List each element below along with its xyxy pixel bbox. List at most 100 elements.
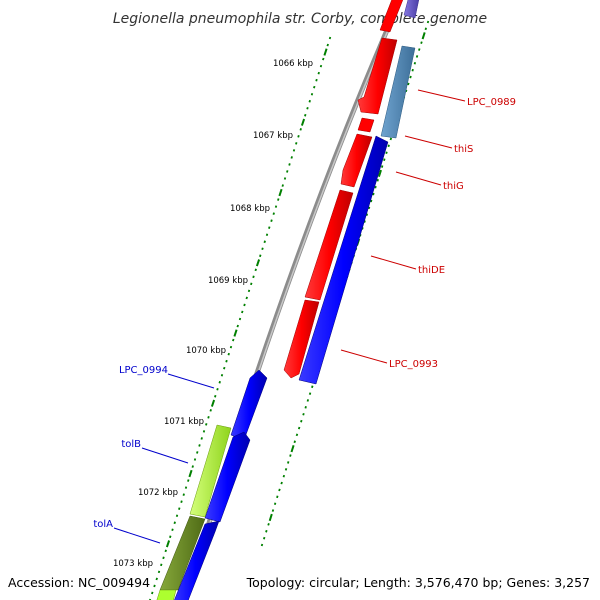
gene-thiG-red[interactable] — [340, 133, 373, 188]
gene-lpc-0989-red[interactable] — [357, 37, 398, 115]
minor-tick — [304, 113, 307, 117]
minor-tick — [276, 495, 279, 499]
major-tick — [188, 469, 193, 478]
minor-tick — [220, 373, 224, 377]
minor-tick — [209, 409, 212, 412]
minor-tick — [243, 303, 246, 307]
minor-tick — [389, 137, 393, 141]
minor-tick — [300, 419, 303, 423]
major-tick — [255, 259, 261, 267]
minor-tick — [218, 380, 221, 384]
minor-tick — [149, 598, 152, 600]
minor-tick — [319, 64, 323, 68]
gene-thiS[interactable] — [357, 117, 375, 133]
leader-line — [340, 349, 388, 364]
minor-tick — [367, 206, 371, 210]
leader-line — [113, 527, 161, 544]
gene-label-tolB[interactable]: tolB — [121, 439, 141, 450]
gene-label-lpc-0993[interactable]: LPC_0993 — [389, 359, 438, 370]
minor-tick — [297, 135, 300, 138]
major-tick — [210, 399, 216, 407]
minor-tick — [193, 458, 197, 461]
minor-tick — [281, 184, 284, 187]
gene-lpc-0993-red[interactable] — [283, 299, 320, 379]
minor-tick — [387, 144, 390, 148]
minor-tick — [376, 178, 379, 182]
minor-tick — [184, 486, 188, 489]
reverse-gene-labels: LPC_0994 tolB tolA — [93, 365, 215, 544]
major-tick — [165, 540, 171, 548]
minor-tick — [424, 27, 427, 31]
minor-tick — [162, 556, 165, 560]
minor-tick — [385, 151, 388, 155]
minor-tick — [164, 549, 167, 553]
minor-tick — [259, 254, 262, 258]
scale-label: 1069 kbp — [208, 276, 248, 286]
gene-thiDE-red[interactable] — [304, 189, 354, 301]
major-tick — [421, 32, 426, 40]
major-tick — [233, 329, 238, 337]
gene-tolB[interactable] — [189, 424, 232, 518]
minor-tick — [232, 338, 235, 342]
gene-thiG-thiDE-blue[interactable] — [298, 135, 389, 385]
minor-tick — [372, 192, 375, 196]
minor-tick — [278, 488, 281, 492]
minor-tick — [273, 502, 277, 506]
minor-tick — [289, 454, 292, 457]
gene-tolA-blue[interactable] — [172, 520, 220, 600]
gene-label-thiDE[interactable]: thiDE — [418, 265, 445, 276]
gene-lpc-0989[interactable] — [380, 45, 416, 139]
minor-tick — [252, 275, 255, 279]
minor-tick — [295, 142, 298, 145]
gene-label-thiS[interactable]: thiS — [454, 144, 473, 155]
minor-tick — [313, 85, 316, 89]
minor-tick — [198, 444, 201, 447]
minor-tick — [180, 500, 183, 503]
minor-tick — [365, 213, 369, 216]
minor-tick — [311, 385, 314, 389]
minor-tick — [299, 128, 302, 131]
minor-tick — [304, 406, 307, 409]
scale-label: 1072 kbp — [138, 488, 178, 498]
minor-tick — [267, 523, 270, 526]
minor-tick — [315, 78, 318, 82]
minor-tick — [286, 170, 289, 173]
gene-tolB-blue[interactable] — [204, 431, 251, 523]
minor-tick — [200, 437, 203, 440]
minor-tick — [374, 185, 377, 189]
minor-tick — [293, 440, 296, 444]
minor-tick — [153, 584, 156, 588]
minor-tick — [284, 468, 288, 471]
minor-tick — [229, 345, 233, 349]
minor-tick — [202, 430, 206, 433]
gene-feature-purple[interactable] — [403, 0, 420, 19]
minor-tick — [280, 481, 283, 485]
minor-tick — [411, 68, 414, 72]
gene-label-thiG[interactable]: thiG — [443, 181, 464, 192]
gene-lpc-0994[interactable] — [230, 369, 268, 441]
minor-tick — [328, 36, 332, 40]
minor-tick — [272, 212, 275, 215]
gene-tolA[interactable] — [159, 515, 206, 591]
minor-tick — [288, 163, 291, 166]
minor-tick — [223, 366, 226, 370]
gene-label-tolA[interactable]: tolA — [93, 519, 113, 530]
gene-label-lpc-0989[interactable]: LPC_0989 — [467, 97, 516, 108]
minor-tick — [260, 543, 264, 547]
minor-tick — [175, 514, 179, 517]
minor-tick — [413, 61, 417, 65]
leader-line — [370, 255, 417, 270]
minor-tick — [306, 399, 310, 402]
minor-tick — [418, 48, 421, 51]
minor-tick — [155, 577, 158, 581]
gene-feature-red-top[interactable] — [379, 0, 404, 33]
gene-feature-lime-bottom[interactable] — [155, 589, 177, 600]
minor-tick — [173, 521, 176, 525]
minor-tick — [263, 240, 266, 244]
minor-tick — [261, 247, 264, 251]
minor-tick — [277, 198, 280, 201]
minor-tick — [370, 199, 373, 203]
gene-label-lpc-0994[interactable]: LPC_0994 — [119, 365, 168, 376]
minor-tick — [247, 289, 251, 293]
